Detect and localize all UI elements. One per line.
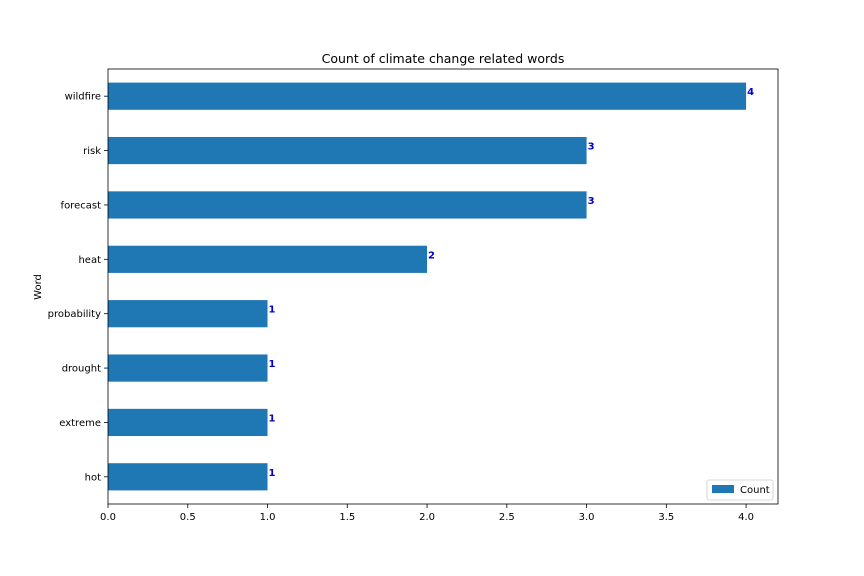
x-tick-label: 3.0: [579, 512, 595, 523]
y-axis-label: Word: [33, 274, 44, 300]
data-label-drought: 1: [269, 359, 276, 370]
y-tick-label-risk: risk: [83, 146, 101, 157]
x-axis-ticks: 0.0 0.5 1.0 1.5 2.0 2.5 3.0 3.5 4.0: [100, 504, 754, 523]
data-label-forecast: 3: [588, 196, 595, 207]
x-tick-label: 4.0: [738, 512, 754, 523]
data-label-risk: 3: [588, 142, 595, 153]
bar-risk: [108, 136, 587, 165]
y-tick-label-heat: heat: [78, 255, 101, 266]
data-labels-group: 4 3 3 2 1 1 1 1: [269, 87, 755, 479]
x-tick-label: 2.0: [419, 512, 435, 523]
chart-title: Count of climate change related words: [322, 51, 565, 66]
x-tick-label: 1.5: [339, 512, 355, 523]
plot-frame: [107, 68, 779, 505]
y-tick-label-wildfire: wildfire: [65, 92, 101, 103]
bar-wildfire: [108, 82, 747, 110]
data-label-wildfire: 4: [747, 87, 754, 98]
y-tick-label-hot: hot: [85, 472, 101, 483]
bar-drought: [108, 354, 268, 382]
legend: Count: [706, 479, 774, 501]
x-tick-label: 0.5: [180, 512, 196, 523]
data-label-heat: 2: [428, 250, 435, 261]
y-tick-label-extreme: extreme: [59, 418, 101, 429]
data-label-hot: 1: [269, 468, 276, 479]
bar-extreme: [108, 408, 268, 437]
bar-hot: [108, 463, 268, 491]
y-tick-label-drought: drought: [62, 364, 101, 375]
bar-heat: [108, 245, 428, 273]
x-tick-label: 1.0: [260, 512, 276, 523]
bar-probability: [108, 300, 268, 328]
y-tick-label-forecast: forecast: [61, 200, 102, 211]
bar-forecast: [108, 191, 587, 219]
x-tick-label: 3.5: [658, 512, 674, 523]
y-axis-ticks: wildfire risk forecast heat probability droug…: [48, 92, 108, 483]
legend-swatch: [712, 485, 734, 493]
data-label-probability: 1: [269, 305, 276, 316]
bars-group: [108, 82, 747, 491]
y-tick-label-probability: probability: [48, 309, 101, 320]
x-tick-label: 2.5: [499, 512, 515, 523]
data-label-extreme: 1: [269, 413, 276, 424]
x-tick-label: 0.0: [100, 512, 116, 523]
legend-label: Count: [740, 485, 770, 496]
